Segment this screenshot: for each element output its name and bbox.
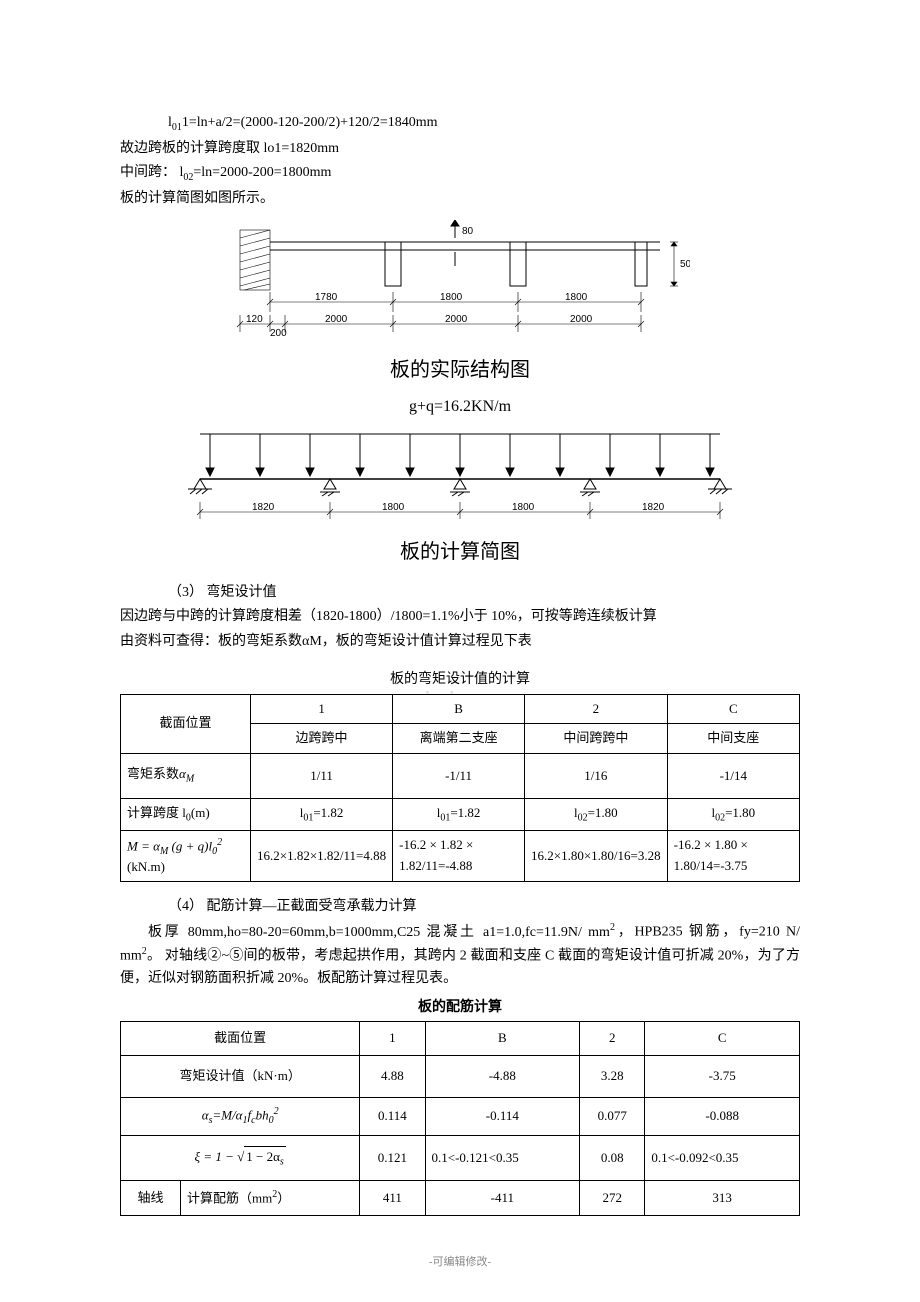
svg-text:1800: 1800 (440, 292, 463, 303)
load-label: g+q=16.2KN/m (120, 394, 800, 420)
r1-C: C (645, 1022, 800, 1056)
hdr-C: C (667, 694, 799, 724)
r3-2: 0.077 (580, 1097, 645, 1135)
r4-label: ξ = 1 − √1 − 2αs (121, 1135, 360, 1181)
formula-line-2: 故边跨板的计算跨度取 lo1=1820mm (120, 138, 800, 160)
section-3: （3） 弯矩设计值 因边跨与中跨的计算跨度相差（1820-1800）/1800=… (120, 582, 800, 653)
pos-mid: 中间跨跨中 (525, 724, 668, 754)
M-B: -16.2 × 1.82 × 1.82/11=-4.88 (393, 831, 525, 882)
page: l011=ln+a/2=(2000-120-200/2)+120/2=1840m… (0, 0, 920, 1302)
formula-line-1: l011=ln+a/2=(2000-120-200/2)+120/2=1840m… (120, 112, 800, 136)
r5-1: 411 (360, 1181, 425, 1216)
sec3-title: （3） 弯矩设计值 (120, 582, 800, 604)
alpha-B: -1/11 (393, 754, 525, 799)
r4-B: 0.1<-0.121<0.35 (425, 1135, 580, 1181)
r5-B: -411 (425, 1181, 580, 1216)
l0-2: l02=1.80 (525, 798, 668, 831)
r4-C: 0.1<-0.092<0.35 (645, 1135, 800, 1181)
pos-span1: 边跨跨中 (251, 724, 393, 754)
M-C: -16.2 × 1.80 × 1.80/14=-3.75 (667, 831, 799, 882)
alpha-C: -1/14 (667, 754, 799, 799)
formula-line-4: 板的计算简图如图所示。 (120, 188, 800, 210)
M-1: 16.2×1.82×1.82/11=4.88 (251, 831, 393, 882)
svg-text:2000: 2000 (570, 314, 593, 325)
l0-C: l02=1.80 (667, 798, 799, 831)
r3-B: -0.114 (425, 1097, 580, 1135)
l0-label: 计算跨度 l0(m) (121, 798, 251, 831)
formula-line-3: 中间跨： l02=ln=2000-200=1800mm (120, 162, 800, 186)
sec3-line2: 由资料可查得：板的弯矩系数αM，板的弯矩设计值计算过程见下表 (120, 631, 800, 653)
sec3-line1: 因边跨与中跨的计算跨度相差（1820-1800）/1800=1.1%小于 10%… (120, 606, 800, 628)
l0-1: l01=1.82 (251, 798, 393, 831)
r2-1: 4.88 (360, 1055, 425, 1097)
r5-C: 313 (645, 1181, 800, 1216)
r3-1: 0.114 (360, 1097, 425, 1135)
r3-label: αs=M/α1fcbh02 (121, 1097, 360, 1135)
r1-2: 2 (580, 1022, 645, 1056)
svg-text:200: 200 (270, 328, 287, 339)
l0-B: l01=1.82 (393, 798, 525, 831)
r2-C: -3.75 (645, 1055, 800, 1097)
r1-1: 1 (360, 1022, 425, 1056)
M-formula: M = αM (g + q)l02 (kN.m) (121, 831, 251, 882)
hdr-pos: 截面位置 (121, 694, 251, 754)
svg-text:1820: 1820 (642, 502, 665, 513)
table2-title: 板的配筋计算 (120, 997, 800, 1019)
r4-1: 0.121 (360, 1135, 425, 1181)
pos-supB: 离端第二支座 (393, 724, 525, 754)
svg-text:2000: 2000 (325, 314, 348, 325)
r1-label: 截面位置 (121, 1022, 360, 1056)
svg-text:1800: 1800 (512, 502, 535, 513)
table1-title: 板的弯矩设计值的计算 (120, 669, 800, 691)
r1-B: B (425, 1022, 580, 1056)
r2-2: 3.28 (580, 1055, 645, 1097)
r5-axis: 轴线 (121, 1181, 181, 1216)
svg-text:80: 80 (462, 226, 474, 237)
section-4: （4） 配筋计算—正截面受弯承载力计算 板厚 80mm,ho=80-20=60m… (120, 896, 800, 991)
svg-text:1820: 1820 (252, 502, 275, 513)
diagram2-caption: 板的计算简图 (120, 536, 800, 568)
M-2: 16.2×1.80×1.80/16=3.28 (525, 831, 668, 882)
alpha-label: 弯矩系数αM (121, 754, 251, 799)
moment-table: 截面位置 1 B 2 C 边跨跨中 离端第二支座 中间跨跨中 中间支座 弯矩系数… (120, 694, 800, 882)
r5-2: 272 (580, 1181, 645, 1216)
svg-text:1800: 1800 (382, 502, 405, 513)
alpha-1: 1/11 (251, 754, 393, 799)
pos-supC: 中间支座 (667, 724, 799, 754)
svg-text:2000: 2000 (445, 314, 468, 325)
r2-B: -4.88 (425, 1055, 580, 1097)
rebar-table: 截面位置 1 B 2 C 弯矩设计值（kN·m） 4.88 -4.88 3.28… (120, 1021, 800, 1216)
r5-label: 计算配筋（mm2） (181, 1181, 360, 1216)
svg-text:1800: 1800 (565, 292, 588, 303)
hdr-1: 1 (251, 694, 393, 724)
alpha-2: 1/16 (525, 754, 668, 799)
structural-diagram: 500 80 1780 1800 1800 (230, 220, 690, 350)
r4-2: 0.08 (580, 1135, 645, 1181)
svg-text:120: 120 (246, 314, 263, 325)
svg-text:500: 500 (680, 259, 690, 270)
svg-text:1780: 1780 (315, 292, 338, 303)
footer: -可编辑修改- (0, 1254, 920, 1272)
hdr-2: 2 (525, 694, 668, 724)
diagram1-caption: 板的实际结构图 (120, 354, 800, 386)
load-diagram: 1820 1800 1800 1820 (180, 424, 740, 534)
r3-C: -0.088 (645, 1097, 800, 1135)
sec4-title: （4） 配筋计算—正截面受弯承载力计算 (120, 896, 800, 918)
hdr-B: B (393, 694, 525, 724)
r2-label: 弯矩设计值（kN·m） (121, 1055, 360, 1097)
sec4-p1: 板厚 80mm,ho=80-20=60mm,b=1000mm,C25 混凝土 a… (120, 920, 800, 990)
